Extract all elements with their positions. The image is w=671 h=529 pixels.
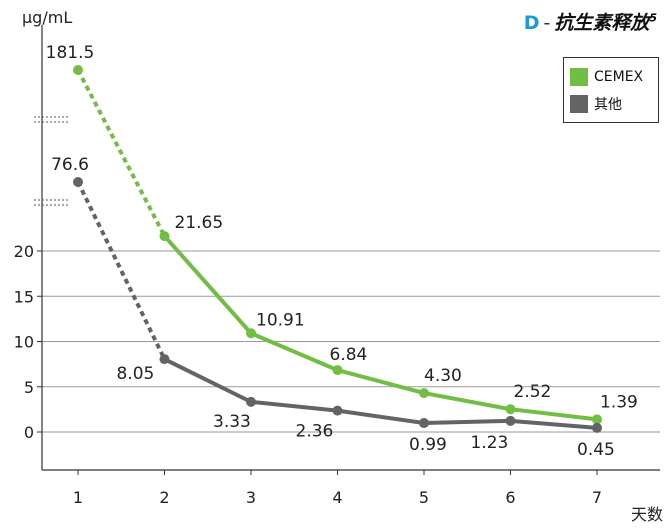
point-cemex-5 <box>419 388 429 399</box>
data-label-other-2: 8.05 <box>117 364 155 384</box>
point-other-1 <box>73 177 83 187</box>
legend-item-other: 其他 <box>570 90 652 117</box>
point-other-4 <box>332 405 343 416</box>
data-label-cemex-2: 21.65 <box>175 213 224 233</box>
y-tick-label-10: 10 <box>14 333 34 352</box>
data-label-cemex-3: 10.91 <box>256 310 305 330</box>
data-label-cemex-5: 4.30 <box>424 366 462 386</box>
legend-label-cemex: CEMEX <box>594 68 644 85</box>
y-tick-label-20: 20 <box>14 242 34 261</box>
x-tick-label-7: 7 <box>592 488 602 507</box>
point-cemex-3 <box>246 328 256 339</box>
data-label-other-7: 0.45 <box>577 440 615 460</box>
title-letter: D <box>523 12 540 34</box>
legend: CEMEX 其他 <box>563 57 659 123</box>
y-tick-label-15: 15 <box>14 287 34 306</box>
data-label-cemex-7: 1.39 <box>600 392 638 412</box>
data-label-other-5: 0.99 <box>409 435 447 455</box>
point-other-3 <box>246 396 256 407</box>
data-label-other-3: 3.33 <box>213 412 251 432</box>
point-cemex-7 <box>592 414 602 425</box>
series-cemex-dashed-line <box>76 69 167 237</box>
point-other-7 <box>592 422 602 433</box>
title-text: 抗生素释放 <box>554 12 650 34</box>
y-tick-label-5: 5 <box>24 378 34 397</box>
chart-title: D - 抗生素释放5 <box>524 8 657 35</box>
x-tick-label-5: 5 <box>419 488 429 507</box>
y-tick-label-0: 0 <box>24 423 34 442</box>
x-tick-label-1: 1 <box>73 488 83 507</box>
point-cemex-4 <box>332 365 343 376</box>
point-other-5 <box>419 418 429 429</box>
series-other-line <box>163 357 598 430</box>
x-tick-label-2: 2 <box>159 488 169 507</box>
point-other-6 <box>505 415 516 426</box>
data-label-cemex-6: 2.52 <box>514 382 552 402</box>
x-axis-label: 天数 <box>630 505 663 524</box>
legend-label-other: 其他 <box>594 96 622 113</box>
point-cemex-1 <box>73 65 83 75</box>
data-label-other-4: 2.36 <box>296 422 334 442</box>
title-superscript: 5 <box>649 11 657 25</box>
legend-swatch-cemex <box>570 67 588 86</box>
data-label-cemex-1: 181.5 <box>46 43 95 63</box>
point-other-2 <box>159 354 170 365</box>
point-cemex-6 <box>505 404 516 415</box>
legend-item-cemex: CEMEX <box>570 63 652 90</box>
legend-swatch-other <box>570 94 588 113</box>
point-cemex-2 <box>159 231 170 242</box>
y-axis-label: μg/mL <box>22 8 73 27</box>
series-other-dashed-line <box>76 181 167 361</box>
data-label-other-6: 1.23 <box>471 433 509 453</box>
series-cemex-line <box>163 234 598 422</box>
x-tick-label-6: 6 <box>505 488 515 507</box>
x-tick-label-3: 3 <box>246 488 256 507</box>
title-dash: - <box>543 12 551 34</box>
data-label-cemex-4: 6.84 <box>330 345 368 365</box>
x-tick-label-4: 4 <box>332 488 342 507</box>
data-label-other-1: 76.6 <box>51 155 89 175</box>
